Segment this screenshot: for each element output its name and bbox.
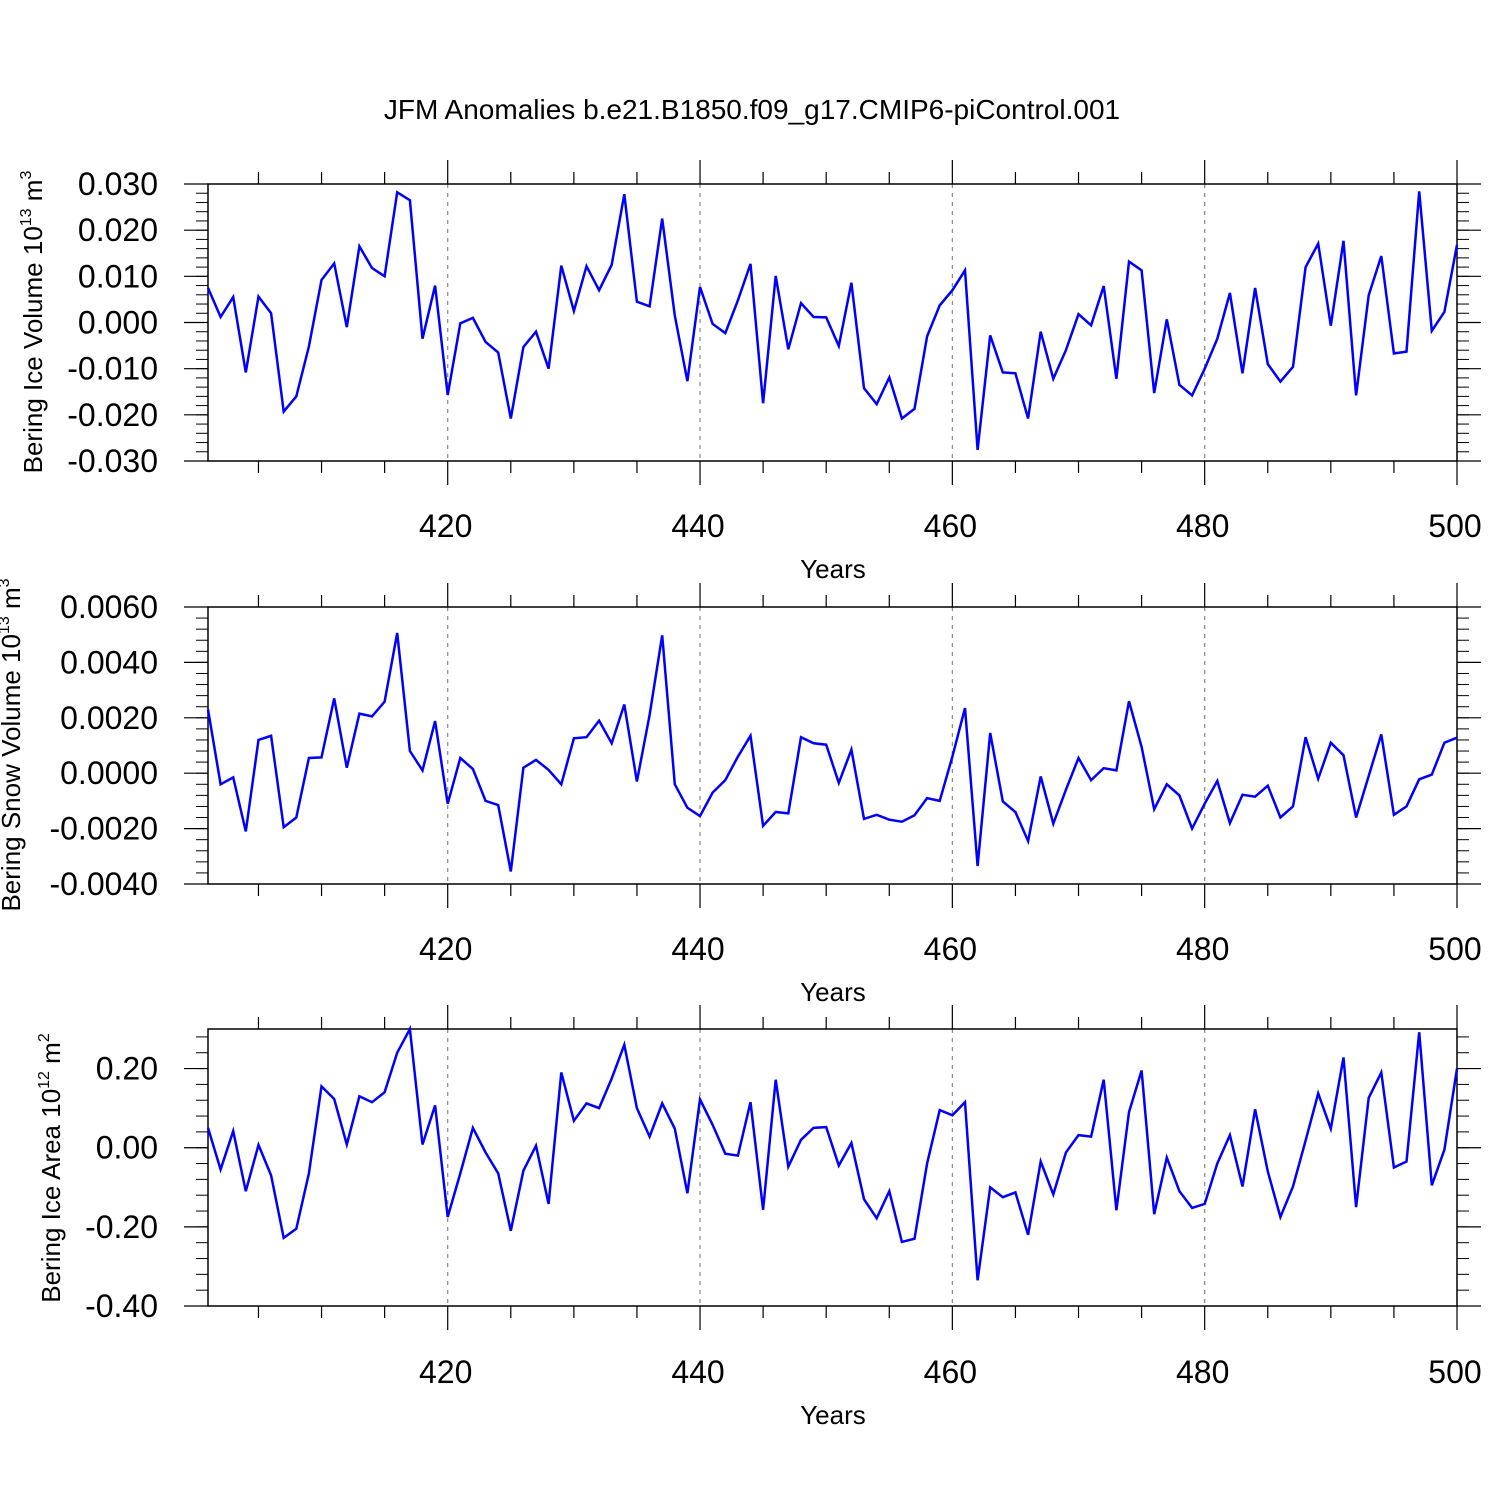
y-tick-label: 0.0020 bbox=[60, 700, 158, 736]
y-tick-label: 0.0000 bbox=[60, 755, 158, 791]
series-line bbox=[206, 632, 1458, 872]
panel-2: 420 440 460 480 500 Years -0.0040 -0.0020 0.0000… bbox=[0, 578, 1482, 1007]
x-tick-label: 500 bbox=[1428, 508, 1481, 544]
x-axis-title: Years bbox=[800, 554, 866, 584]
panel-1: 420 440 460 480 500 Years -0.030 -0.020 -0.010 0.… bbox=[18, 160, 1482, 584]
y-tick-label: -0.030 bbox=[67, 443, 158, 479]
y-tick-label: 0.030 bbox=[78, 166, 158, 202]
y-tick-label: 0.0060 bbox=[60, 589, 158, 625]
y-tick-label: -0.020 bbox=[67, 397, 158, 433]
x-tick-label: 420 bbox=[419, 1354, 472, 1390]
x-tick-label: 500 bbox=[1428, 931, 1481, 967]
y-tick-label: -0.010 bbox=[67, 351, 158, 387]
x-tick-label: 480 bbox=[1176, 931, 1229, 967]
x-tick-label: 460 bbox=[924, 1354, 977, 1390]
x-tick-label: 480 bbox=[1176, 508, 1229, 544]
x-tick-label: 480 bbox=[1176, 1354, 1229, 1390]
y-tick-label: -0.0020 bbox=[49, 811, 158, 847]
plot-frame bbox=[207, 183, 1458, 462]
y-axis-title: Bering Snow Volume 1013 m3 bbox=[0, 578, 26, 911]
chart-title: JFM Anomalies b.e21.B1850.f09_g17.CMIP6-… bbox=[384, 94, 1120, 125]
y-tick-label: 0.20 bbox=[96, 1051, 158, 1087]
y-tick-label: 0.0040 bbox=[60, 644, 158, 680]
series-line bbox=[206, 1024, 1459, 1281]
series-line bbox=[206, 190, 1459, 451]
y-tick-label: -0.0040 bbox=[49, 866, 158, 902]
x-tick-label: 420 bbox=[419, 931, 472, 967]
x-tick-label: 500 bbox=[1428, 1354, 1481, 1390]
x-tick-label: 440 bbox=[671, 508, 724, 544]
y-tick-label: -0.40 bbox=[85, 1288, 158, 1324]
y-tick-label: 0.020 bbox=[78, 212, 158, 248]
plot-frame bbox=[207, 1028, 1458, 1307]
x-tick-label: 440 bbox=[671, 1354, 724, 1390]
y-axis-title: Bering Ice Area 1012 m2 bbox=[36, 1033, 66, 1303]
panel-3: 420 440 460 480 500 Years -0.40 -0.20 0.00 0.20 Be… bbox=[36, 1005, 1482, 1430]
x-axis-title: Years bbox=[800, 1400, 866, 1430]
y-tick-label: 0.000 bbox=[78, 305, 158, 341]
x-axis-title: Years bbox=[800, 977, 866, 1007]
x-tick-label: 440 bbox=[671, 931, 724, 967]
x-tick-label: 460 bbox=[924, 931, 977, 967]
y-tick-label: 0.010 bbox=[78, 258, 158, 294]
y-axis-title: Bering Ice Volume 1013 m3 bbox=[18, 171, 48, 474]
plot-frame bbox=[207, 606, 1458, 885]
x-tick-label: 420 bbox=[419, 508, 472, 544]
y-tick-label: 0.00 bbox=[96, 1130, 158, 1166]
x-tick-label: 460 bbox=[924, 508, 977, 544]
y-tick-label: -0.20 bbox=[85, 1209, 158, 1245]
